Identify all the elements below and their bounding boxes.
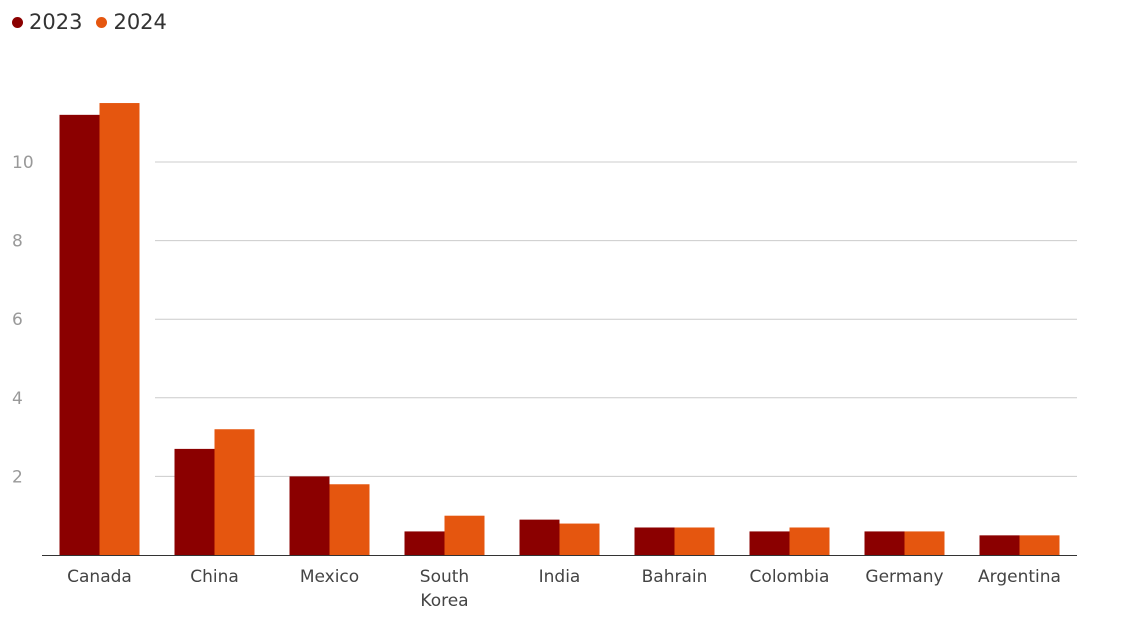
legend-label-2023: 2023 [29,10,83,34]
bar-2023-argentina [979,535,1020,555]
bar-2023-canada [59,114,100,555]
bar-2023-mexico [289,476,330,555]
x-tick-label: China [190,567,239,587]
x-tick-label: Mexico [300,567,359,587]
y-tick-label: 6 [12,310,23,330]
bar-2024-mexico [329,484,370,555]
bar-2024-germany [904,531,945,555]
x-tick-label: Colombia [750,567,830,587]
bar-2023-china [174,448,215,555]
bar-2023-germany [864,531,905,555]
bar-2023-colombia [749,531,790,555]
bar-2024-colombia [789,527,830,555]
x-tick-label: Germany [865,567,943,587]
bar-2024-argentina [1019,535,1060,555]
bar-2024-canada [99,103,140,556]
bar-2023-south-korea [404,531,445,555]
x-axis-labels: Canada China Mexico South Korea India Bahrain C… [67,567,1061,611]
legend-swatch-2023 [12,16,23,28]
bar-2023-bahrain [634,527,675,555]
x-tick-label: South Korea [420,567,469,611]
legend-label-2024: 2024 [113,10,167,34]
bar-2024-china [214,429,255,555]
y-axis-ticks: 2 4 6 8 10 [12,153,34,487]
y-tick-label: 4 [12,389,23,409]
bar-2024-south-korea [444,515,485,555]
x-tick-label: Bahrain [642,567,708,587]
legend-item-2024: 2024 [96,10,167,34]
bars [59,103,1060,556]
x-tick-label: India [539,567,581,587]
legend-item-2023: 2023 [12,10,82,34]
bar-2024-bahrain [674,527,715,555]
x-tick-label: Argentina [978,567,1061,587]
legend: 2023 2024 [12,10,167,34]
y-tick-label: 10 [12,153,34,173]
bar-2023-india [519,519,560,555]
y-tick-label: 2 [12,467,23,487]
y-tick-label: 8 [12,232,23,252]
gridlines [155,161,1077,477]
bar-2024-india [559,523,600,555]
x-tick-label: Canada [67,567,132,587]
legend-swatch-2024 [96,16,108,28]
